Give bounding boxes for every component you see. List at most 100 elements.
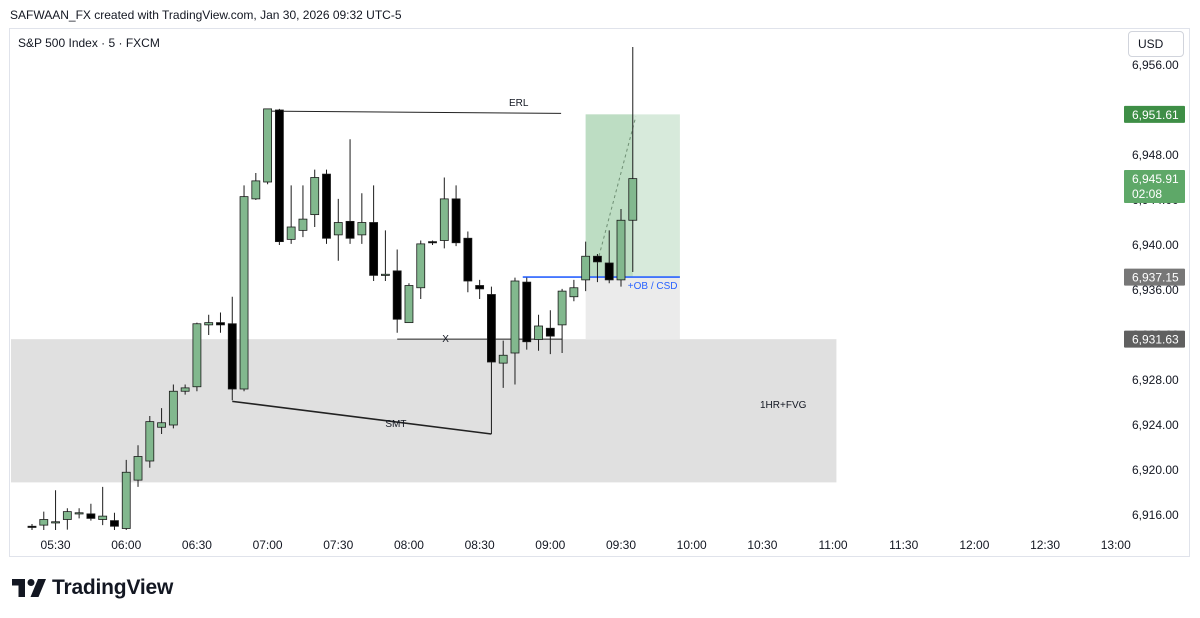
ob-label: +OB / CSD (628, 281, 678, 292)
candle (239, 185, 249, 392)
price-label-value: 6,937.15 (1132, 271, 1179, 285)
candle (487, 286, 496, 434)
candle-body (157, 422, 166, 428)
candle-body (604, 262, 614, 281)
candle (545, 310, 555, 355)
price-label-bg (1124, 170, 1185, 204)
candle (581, 241, 591, 292)
y-tick-label: 6,916.00 (1132, 508, 1179, 522)
x-tick-label: 08:30 (465, 538, 495, 552)
candle-body (616, 219, 626, 281)
candle (121, 459, 131, 530)
candle (593, 254, 602, 283)
plot-bottom-mask (10, 530, 1120, 532)
candle (534, 314, 543, 351)
y-tick-label: 6,948.00 (1132, 148, 1179, 162)
candle (510, 277, 520, 385)
candle (192, 322, 202, 392)
candle (145, 416, 155, 468)
smt-line (232, 400, 492, 435)
candle-body (168, 390, 178, 426)
candle-body (369, 222, 379, 276)
candle (569, 279, 579, 302)
candle-body (345, 220, 355, 239)
price-label-bg (1124, 268, 1185, 286)
candle-body (545, 327, 555, 337)
ob-zone (585, 277, 680, 340)
candle (451, 185, 461, 247)
candle-body (98, 515, 108, 520)
candle-body (428, 241, 437, 244)
candle (286, 185, 296, 244)
candle-body (180, 387, 190, 392)
candle-body (239, 196, 249, 390)
candle (263, 108, 273, 185)
candle-body (263, 108, 273, 183)
candle (27, 524, 37, 530)
chart-attribution: SAFWAAN_FX created with TradingView.com,… (10, 8, 402, 22)
candle (62, 508, 72, 530)
candle-body (110, 520, 119, 527)
candle (74, 508, 84, 519)
candle (133, 445, 143, 487)
price-label: 6,937.15 (1124, 268, 1185, 286)
x-axis: 05:30 06:00 06:30 07:00 07:30 08:00 08:30 09:00… (41, 538, 1132, 552)
candle (157, 408, 166, 434)
candle (392, 249, 402, 333)
candle (557, 288, 567, 353)
candle-body (581, 255, 591, 281)
candle (369, 185, 379, 281)
candle (416, 240, 426, 299)
candle-body (227, 323, 237, 390)
x-tick-label: 10:30 (747, 538, 777, 552)
candle-body (451, 198, 461, 244)
candle-body (145, 421, 155, 462)
candle (251, 173, 261, 200)
x-tick-label: 12:00 (959, 538, 989, 552)
tradingview-logo[interactable]: TradingView (12, 576, 173, 600)
candle-body (62, 511, 72, 520)
symbol-title[interactable]: S&P 500 Index · 5 · FXCM (18, 36, 160, 50)
candle-body (534, 325, 543, 340)
candle-body (498, 354, 508, 364)
price-label-value: 6,951.61 (1132, 108, 1179, 122)
candle (298, 185, 308, 238)
currency-selector[interactable]: USD (1128, 31, 1184, 57)
x-tick-label: 09:30 (606, 538, 636, 552)
price-label-bg (1124, 105, 1185, 123)
smt-label: SMT (385, 419, 406, 430)
candle-body (39, 519, 49, 526)
candle (39, 511, 49, 530)
candle-body (404, 285, 414, 324)
candle (463, 231, 473, 293)
x-tick-label: 11:00 (818, 538, 847, 552)
erl-label: ERL (509, 98, 529, 109)
candle-body (274, 109, 284, 243)
price-label: 6,931.63 (1124, 330, 1185, 348)
fvg-label: 1HR+FVG (760, 400, 807, 411)
y-tick-label: 6,956.00 (1132, 58, 1179, 72)
candle-body (416, 243, 426, 289)
candle-body (322, 173, 331, 239)
x-tick-label: 12:30 (1030, 538, 1060, 552)
candle-body (27, 525, 37, 528)
y-tick-label: 6,924.00 (1132, 418, 1179, 432)
candle (204, 314, 214, 335)
tradingview-logo-icon (12, 579, 46, 597)
candle (86, 503, 96, 521)
candle-body (286, 226, 296, 240)
candle (616, 209, 626, 287)
candle (380, 230, 390, 281)
candle-body (51, 521, 60, 524)
candle-body (86, 513, 96, 519)
candle-body (557, 290, 567, 326)
candle (310, 169, 320, 227)
candlestick-series (10, 47, 1120, 532)
candle (274, 108, 284, 245)
candle-body (333, 222, 343, 236)
x-tick-label: 13:00 (1101, 538, 1131, 552)
candle-body (380, 273, 390, 276)
candle (216, 312, 225, 333)
